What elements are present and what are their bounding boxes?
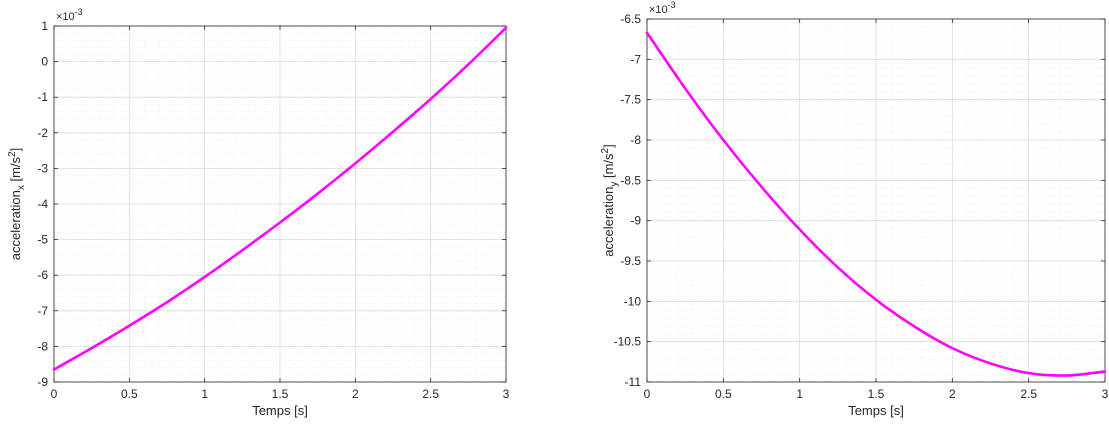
- y-axis-label: accelerationx [m/s2]: [7, 148, 27, 260]
- x-tick-label: 3: [503, 387, 510, 401]
- y-tick-label: -8: [37, 339, 48, 353]
- y-tick-label: -8: [630, 133, 641, 147]
- x-axis-label: Temps [s]: [252, 403, 308, 418]
- x-tick-label: 2.5: [1020, 387, 1037, 401]
- y-tick-label: -7.5: [620, 93, 641, 107]
- y-tick-label: -2: [37, 126, 48, 140]
- y-tick-label: 1: [41, 19, 48, 33]
- y-tick-label: -5: [37, 233, 48, 247]
- y-tick-label: -3: [37, 161, 48, 175]
- series-line-1: [52, 26, 508, 371]
- y-tick-label: -10.5: [614, 335, 642, 349]
- x-tick-label: 2: [949, 387, 956, 401]
- y-exponent-label: ×10-3: [649, 0, 676, 16]
- x-tick-label: 0: [644, 387, 651, 401]
- y-tick-label: 0: [41, 55, 48, 69]
- y-tick-label: -9: [630, 214, 641, 228]
- y-tick-label: -7: [630, 52, 641, 66]
- series-line-1: [645, 31, 1107, 377]
- major-grid: [53, 25, 507, 383]
- y-tick-label: -1: [37, 90, 48, 104]
- major-grid: [646, 18, 1106, 383]
- chart-2: 0 0.5 1 1.5 2 2.5 3 -11 -10.5 -10 -9.5 -9 -8.5 -8 -7.5…: [600, 0, 1109, 418]
- x-tick-label: 0: [51, 387, 58, 401]
- x-tick-label: 2.5: [422, 387, 439, 401]
- x-tick-label: 2: [352, 387, 359, 401]
- x-tick-label: 0.5: [121, 387, 138, 401]
- y-tick-label: -6.5: [620, 12, 641, 26]
- y-exponent-label: ×10-3: [56, 7, 83, 23]
- y-tick-label: -8.5: [620, 173, 641, 187]
- x-axis-label: Temps [s]: [848, 403, 904, 418]
- y-tick-label: -6: [37, 268, 48, 282]
- y-tick-label: -10: [624, 294, 642, 308]
- x-tick-label: 1: [201, 387, 208, 401]
- x-tick-label: 1.5: [272, 387, 289, 401]
- x-tick-label: 0.5: [715, 387, 732, 401]
- y-tick-label: -9.5: [620, 254, 641, 268]
- x-tick-label: 3: [1102, 387, 1109, 401]
- chart-1: 0 0.5 1 1.5 2 2.5 3 -9 -8 -7 -6 -5 -4 -3 -2 -1 0 1 ×10-3 Te…: [7, 7, 510, 418]
- x-tick-label: 1.5: [868, 387, 885, 401]
- y-tick-label: -11: [625, 375, 642, 389]
- y-axis-label: accelerationy [m/s2]: [600, 144, 620, 256]
- y-tick-label: -9: [37, 375, 48, 389]
- y-tick-label: -7: [37, 304, 48, 318]
- x-tick-label: 1: [796, 387, 803, 401]
- y-tick-label: -4: [37, 197, 48, 211]
